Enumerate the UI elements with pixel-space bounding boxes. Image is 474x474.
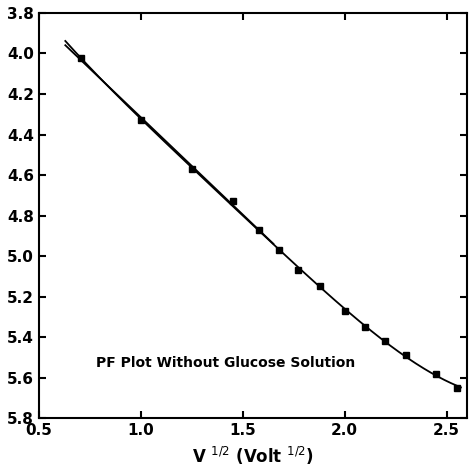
Text: PF Plot Without Glucose Solution: PF Plot Without Glucose Solution (96, 356, 355, 371)
X-axis label: V $^{1/2}$ (Volt $^{1/2}$): V $^{1/2}$ (Volt $^{1/2}$) (192, 445, 314, 467)
